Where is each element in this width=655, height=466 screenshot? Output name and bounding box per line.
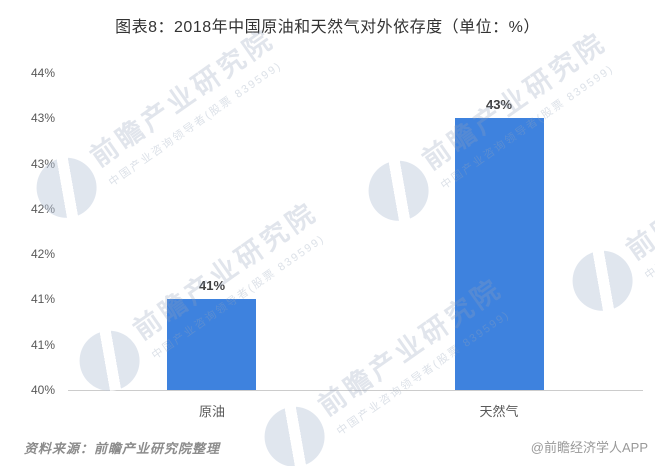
y-tick-label: 40%	[30, 383, 55, 397]
qianzhan-logo-icon	[356, 149, 441, 233]
y-tick-label: 42%	[30, 201, 55, 216]
bar-value-label: 43%	[485, 97, 513, 112]
y-tick-label: 43%	[30, 156, 55, 171]
app-credit: @前瞻经济学人APP	[530, 440, 648, 455]
watermark-brand: 前瞻产业研究院	[85, 23, 281, 173]
watermark-subtitle: 中国产业咨询领导者(股票 839599)	[106, 59, 285, 189]
bar-2	[455, 118, 544, 390]
data-source-note: 资料来源：前瞻产业研究院整理	[24, 441, 221, 456]
y-tick-label: 43%	[30, 111, 55, 126]
y-tick-label: 44%	[30, 66, 55, 80]
x-category-label: 天然气	[479, 404, 519, 419]
y-tick-label: 42%	[30, 247, 55, 262]
y-tick-label: 41%	[30, 337, 55, 352]
bar-value-label: 41%	[198, 278, 226, 293]
watermark-tile: 前瞻产业研究院 中国产业咨询领导者(股票 839599)	[560, 110, 655, 323]
x-category-label: 原油	[198, 404, 225, 419]
watermark-tile: 前瞻产业研究院 中国产业咨询领导者(股票 839599)	[24, 17, 293, 230]
bar-1	[167, 299, 256, 390]
chart-title: 图表8：2018年中国原油和天然气对外依存度（单位：%）	[115, 19, 540, 36]
qianzhan-logo-icon	[560, 239, 645, 323]
watermark-brand: 前瞻产业研究院	[621, 116, 655, 266]
x-axis-line	[68, 390, 643, 391]
watermark-subtitle: 中国产业咨询领导者(股票 839599)	[642, 153, 655, 282]
y-tick-label: 41%	[30, 292, 55, 307]
